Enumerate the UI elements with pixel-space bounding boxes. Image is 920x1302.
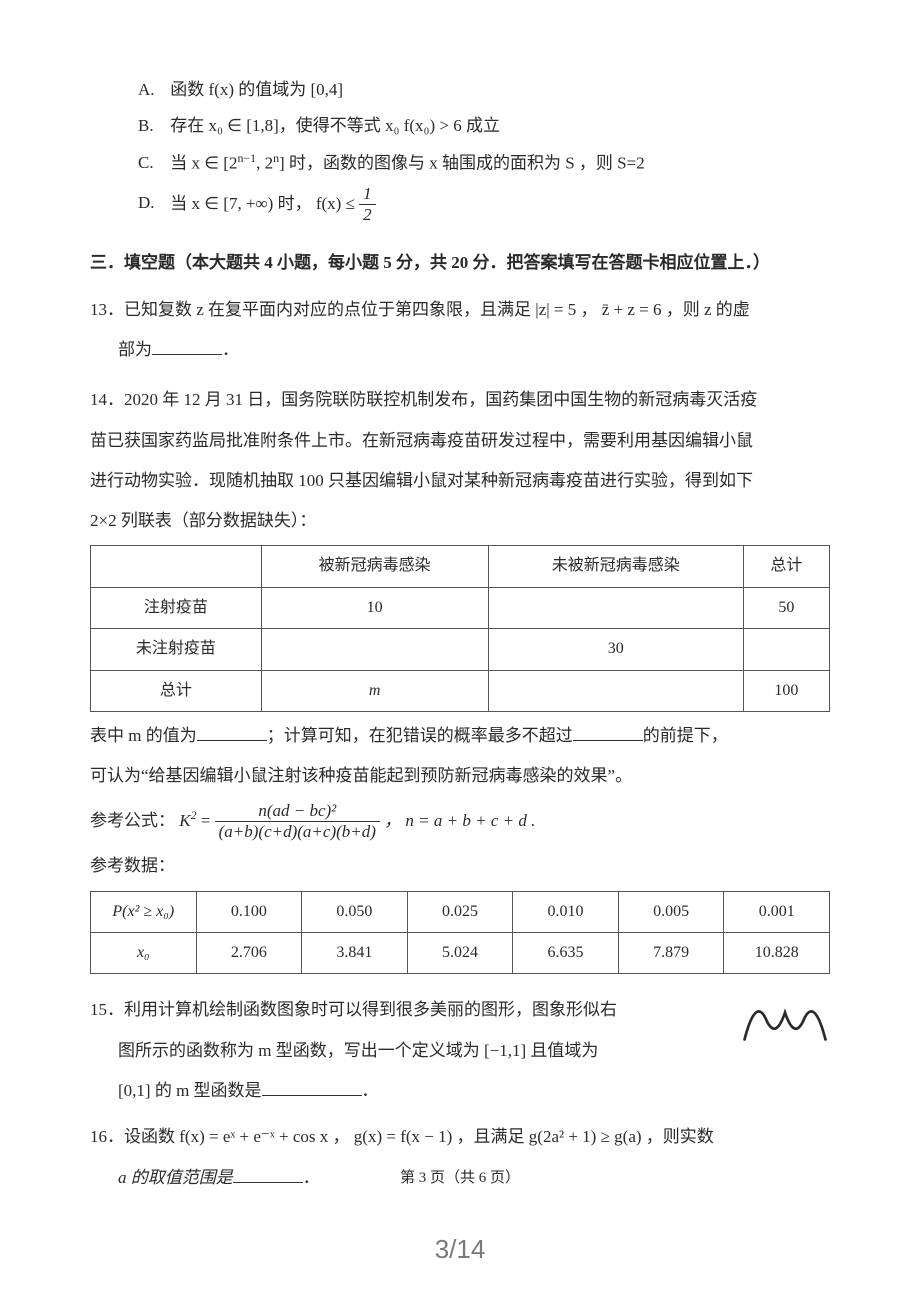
section-3-header: 三．填空题（本大题共 4 小题，每小题 5 分，共 20 分．把答案填写在答题卡… xyxy=(90,247,830,279)
option-c-text-mid: , 2 xyxy=(256,153,273,172)
option-c-exp1: n−1 xyxy=(237,151,256,165)
contingency-table: 被新冠病毒感染 未被新冠病毒感染 总计 注射疫苗 10 50 未注射疫苗 30 … xyxy=(90,545,830,712)
q14-intro-l3: 进行动物实验．现随机抽取 100 只基因编辑小鼠对某种新冠病毒疫苗进行实验，得到… xyxy=(90,465,830,497)
page-footer: 第 3 页（共 6 页） xyxy=(0,1164,920,1193)
q14-intro-l4: 2×2 列联表（部分数据缺失）： xyxy=(90,505,830,537)
ref-r2c3: 5.024 xyxy=(407,933,513,974)
table-row: x₀ 2.706 3.841 5.024 6.635 7.879 10.828 xyxy=(91,933,830,974)
option-d-frac-den: 2 xyxy=(359,205,376,225)
option-a-label: A. xyxy=(138,74,166,106)
q14-refdata-label: 参考数据： xyxy=(90,850,830,882)
q13-line2-pre: 部为 xyxy=(118,340,152,359)
q14-blank-alpha[interactable] xyxy=(573,722,643,741)
ref-r1c6: 0.001 xyxy=(724,891,830,932)
ct-h2: 未被新冠病毒感染 xyxy=(488,546,743,587)
q14-formula-line: 参考公式： K2 = n(ad − bc)² (a+b)(c+d)(a+c)(b… xyxy=(90,801,830,843)
q14-after1: 表中 m 的值为 ；计算可知，在犯错误的概率最多不超过 的前提下， xyxy=(90,720,830,752)
q16-line1: 16．设函数 f(x) = eˣ + e⁻ˣ + cos x ， g(x) = … xyxy=(90,1121,830,1153)
k2-eq: = xyxy=(197,810,215,829)
ct-r1c0: 注射疫苗 xyxy=(91,587,262,628)
q13-line1: 13．已知复数 z 在复平面内对应的点位于第四象限，且满足 |z| = 5 ， … xyxy=(90,294,830,326)
q14-after1-mid: ；计算可知，在犯错误的概率最多不超过 xyxy=(267,726,573,745)
ct-h3: 总计 xyxy=(743,546,829,587)
option-c-text-post: ] 时，函数的图像与 x 轴围成的面积为 S ，则 S=2 xyxy=(279,153,645,172)
q14-after1-post: 的前提下， xyxy=(643,726,728,745)
table-row: 被新冠病毒感染 未被新冠病毒感染 总计 xyxy=(91,546,830,587)
pdf-page-indicator: 3/14 xyxy=(0,1225,920,1274)
q14-intro-l2: 苗已获国家药监局批准附条件上市。在新冠病毒疫苗研发过程中，需要利用基因编辑小鼠 xyxy=(90,425,830,457)
q13-blank[interactable] xyxy=(152,336,222,355)
option-b: B. 存在 x₀ ∈ [1,8]，使得不等式 x₀ f(x₀) > 6 成立 xyxy=(138,110,830,142)
ref-r2c6: 10.828 xyxy=(724,933,830,974)
ct-r1c3: 50 xyxy=(743,587,829,628)
q13-line2-post: ． xyxy=(222,340,239,359)
ct-r3c3: 100 xyxy=(743,670,829,711)
option-d-frac-num: 1 xyxy=(359,184,376,205)
ref-r1c3: 0.025 xyxy=(407,891,513,932)
k2-den: (a+b)(c+d)(a+c)(b+d) xyxy=(215,822,380,842)
q14-after2: 可认为“给基因编辑小鼠注射该种疫苗能起到预防新冠病毒感染的效果”。 xyxy=(90,760,830,792)
ct-h0 xyxy=(91,546,262,587)
q15-l3: [0,1] 的 m 型函数是 ． xyxy=(118,1075,730,1107)
ct-r3c2 xyxy=(488,670,743,711)
reference-table: P(x² ≥ x₀) 0.100 0.050 0.025 0.010 0.005… xyxy=(90,891,830,975)
option-b-label: B. xyxy=(138,110,166,142)
q15-blank[interactable] xyxy=(262,1077,362,1096)
ref-r1c2: 0.050 xyxy=(302,891,408,932)
q15-l3-post: ． xyxy=(362,1081,379,1100)
table-row: 注射疫苗 10 50 xyxy=(91,587,830,628)
q13-line2: 部为 ． xyxy=(118,334,830,366)
ref-r1c4: 0.010 xyxy=(513,891,619,932)
ct-r2c0: 未注射疫苗 xyxy=(91,629,262,670)
table-row: P(x² ≥ x₀) 0.100 0.050 0.025 0.010 0.005… xyxy=(91,891,830,932)
ref-r2c2: 3.841 xyxy=(302,933,408,974)
q14-intro-l1: 14．2020 年 12 月 31 日，国务院联防联控机制发布，国药集团中国生物… xyxy=(90,384,830,416)
q14-blank-m[interactable] xyxy=(197,722,267,741)
k2-frac: n(ad − bc)² (a+b)(c+d)(a+c)(b+d) xyxy=(215,801,380,843)
q15-wrap: 15．利用计算机绘制函数图象时可以得到很多美丽的图形，图象形似右 图所示的函数称… xyxy=(90,986,830,1115)
k2-num: n(ad − bc)² xyxy=(215,801,380,822)
ref-r2c4: 6.635 xyxy=(513,933,619,974)
ref-r1c1: 0.100 xyxy=(196,891,302,932)
option-a: A. 函数 f(x) 的值域为 [0,4] xyxy=(138,74,830,106)
ct-r2c3 xyxy=(743,629,829,670)
option-d-label: D. xyxy=(138,187,166,219)
q15-l3-pre: [0,1] 的 m 型函数是 xyxy=(118,1081,262,1100)
option-a-text: 函数 f(x) 的值域为 [0,4] xyxy=(170,80,343,99)
k2-tail: ， n = a + b + c + d . xyxy=(384,810,535,829)
q14-after1-pre: 表中 m 的值为 xyxy=(90,726,197,745)
ref-r2c5: 7.879 xyxy=(618,933,724,974)
option-d: D. 当 x ∈ [7, +∞) 时， f(x) ≤ 1 2 xyxy=(138,184,830,226)
q15-l1: 15．利用计算机绘制函数图象时可以得到很多美丽的图形，图象形似右 xyxy=(90,994,730,1026)
ref-r2c0: x₀ xyxy=(91,933,197,974)
ct-r2c1 xyxy=(261,629,488,670)
option-d-text-pre: 当 x ∈ [7, +∞) 时， f(x) ≤ xyxy=(170,193,359,212)
ct-r1c1: 10 xyxy=(261,587,488,628)
ref-r1c5: 0.005 xyxy=(618,891,724,932)
q14-formula-label: 参考公式： xyxy=(90,810,175,829)
table-row: 总计 m 100 xyxy=(91,670,830,711)
ct-h1: 被新冠病毒感染 xyxy=(261,546,488,587)
ct-r2c2: 30 xyxy=(488,629,743,670)
table-row: 未注射疫苗 30 xyxy=(91,629,830,670)
ref-r2c1: 2.706 xyxy=(196,933,302,974)
option-c: C. 当 x ∈ [2n−1, 2n] 时，函数的图像与 x 轴围成的面积为 S… xyxy=(138,147,830,180)
ct-r3c0: 总计 xyxy=(91,670,262,711)
m-shape-icon xyxy=(740,990,830,1055)
ct-r1c2 xyxy=(488,587,743,628)
ref-r1c0: P(x² ≥ x₀) xyxy=(91,891,197,932)
q15-l2: 图所示的函数称为 m 型函数，写出一个定义域为 [−1,1] 且值域为 xyxy=(118,1035,730,1067)
option-c-text-pre: 当 x ∈ [2 xyxy=(170,153,237,172)
option-b-text: 存在 x₀ ∈ [1,8]，使得不等式 x₀ f(x₀) > 6 成立 xyxy=(170,116,500,135)
option-c-label: C. xyxy=(138,147,166,179)
k2-lhs: K xyxy=(179,810,190,829)
q15-text: 15．利用计算机绘制函数图象时可以得到很多美丽的图形，图象形似右 图所示的函数称… xyxy=(90,986,730,1115)
ct-r3c1: m xyxy=(261,670,488,711)
option-d-frac: 1 2 xyxy=(359,184,376,226)
